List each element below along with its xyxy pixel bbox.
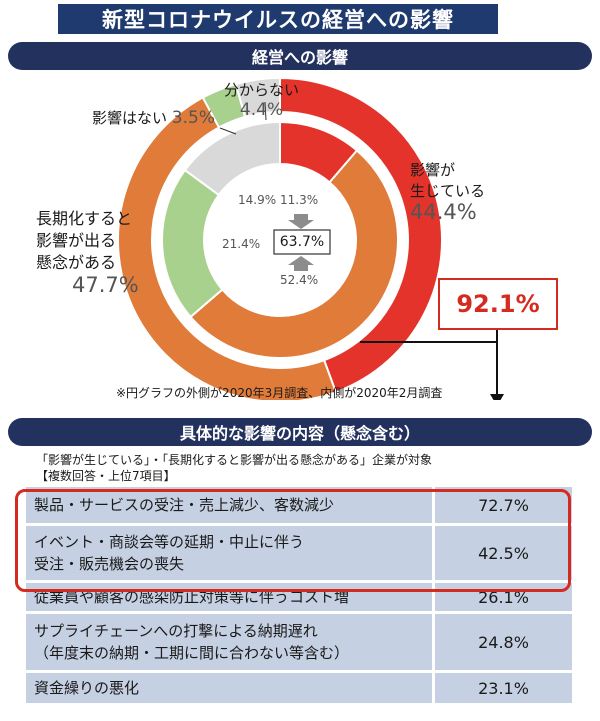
table-row: イベント・商談会等の延期・中止に伴う 受注・販売機会の喪失 42.5% — [26, 526, 572, 580]
table-row: 製品・サービスの受注・売上減少、客数減少 72.7% — [26, 487, 572, 523]
label-no-impact: 影響はない 3.5% — [92, 108, 215, 128]
highlight-frame — [15, 489, 571, 592]
table-pct: 24.8% — [435, 614, 572, 670]
outer-slice-3 — [234, 76, 281, 119]
outer-slice-0 — [279, 76, 443, 394]
inner-label-affected: 11.3% — [280, 193, 319, 207]
leader-line-none — [219, 127, 237, 135]
inner-label-unknown: 14.9% — [238, 193, 277, 207]
label-unknown: 分からない 4.4% — [224, 81, 300, 120]
section-header-details: 具体的な影響の内容（懸念含む） — [8, 418, 592, 446]
main-title: 新型コロナウイルスの経営への影響 — [58, 4, 498, 34]
inner-sum: 63.7% — [279, 234, 325, 250]
outer-ring — [117, 76, 443, 400]
label-affected: 影響が 生じている 44.4% — [410, 161, 486, 224]
nested-donut-chart — [117, 76, 504, 400]
chart-note: ※円グラフの外側が2020年3月調査、内側が2020年2月調査 — [116, 386, 443, 400]
leader-line-unknown — [264, 101, 267, 121]
table-item: サプライチェーンへの打撃による納期遅れ （年度末の納期・工期に間に合わない等含む… — [26, 614, 432, 670]
inner-label-no-impact: 21.4% — [222, 237, 261, 251]
table-item: 従業員や顧客の感染防止対策等に伴うコスト増 — [26, 583, 432, 611]
table-pct: 42.5% — [435, 526, 572, 580]
table-pct: 23.1% — [435, 673, 572, 703]
arrow-up-icon — [288, 256, 314, 271]
table-item: 資金繰りの悪化 — [26, 673, 432, 703]
inner-label-concern: 52.4% — [280, 273, 319, 287]
inner-slice-1 — [189, 149, 399, 359]
table-pct: 72.7% — [435, 487, 572, 523]
label-concern: 長期化すると 影響が出る 懸念がある 47.7% — [36, 209, 139, 297]
table-pct: 26.1% — [435, 583, 572, 611]
inner-ring — [161, 120, 399, 359]
impact-table: 製品・サービスの受注・売上減少、客数減少 72.7% イベント・商談会等の延期・… — [26, 487, 572, 706]
table-row: サプライチェーンへの打撃による納期遅れ （年度末の納期・工期に間に合わない等含む… — [26, 614, 572, 670]
table-row: 資金繰りの悪化 23.1% — [26, 673, 572, 703]
table-row: 従業員や顧客の感染防止対策等に伴うコスト増 26.1% — [26, 583, 572, 611]
outer-slice-1 — [117, 96, 338, 400]
section-header-impact: 経営への影響 — [8, 42, 592, 70]
target-description: 「影響が生じている」・「長期化すると影響が出る懸念がある」企業が対象 【複数回答… — [36, 453, 433, 483]
table-item: 製品・サービスの受注・売上減少、客数減少 — [26, 487, 432, 523]
center-box — [273, 229, 331, 255]
table-item: イベント・商談会等の延期・中止に伴う 受注・販売機会の喪失 — [26, 526, 432, 580]
arrow-down-icon — [288, 214, 314, 229]
arrow-down-icon — [490, 394, 504, 400]
combined-outer-total: 92.1% — [438, 278, 558, 330]
inner-slice-3 — [183, 120, 281, 197]
